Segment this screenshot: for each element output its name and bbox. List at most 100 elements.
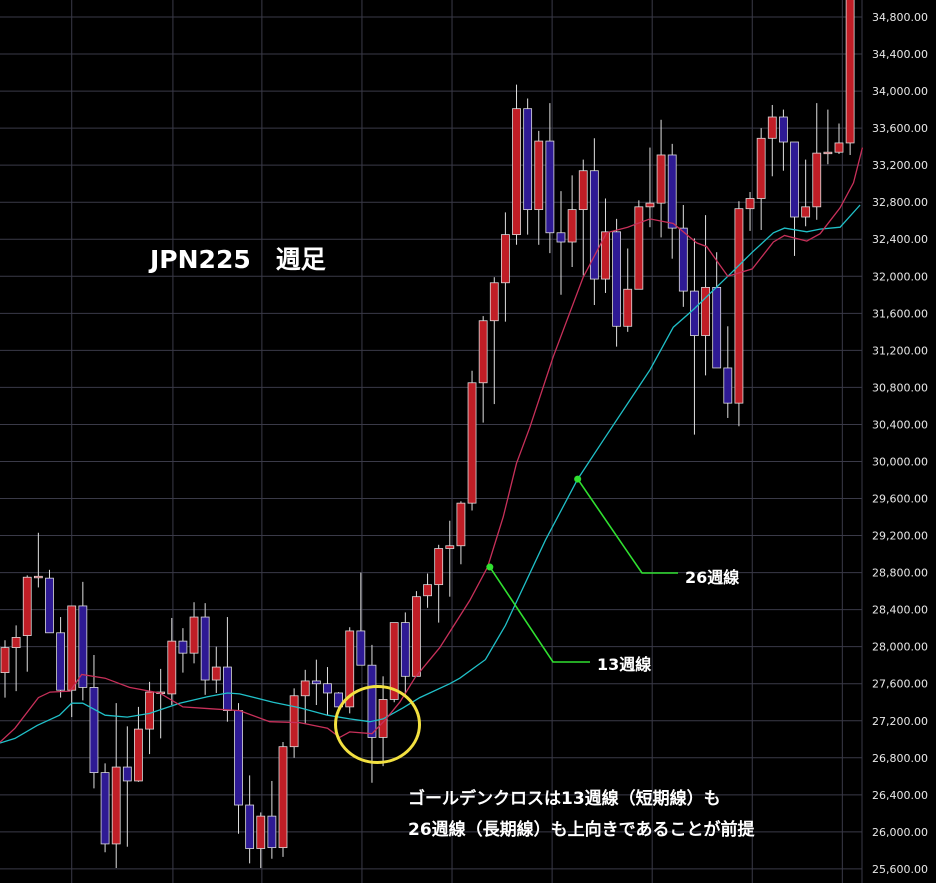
- candle: [200, 603, 210, 695]
- candle-body-up: [601, 231, 610, 280]
- candle: [356, 572, 366, 666]
- candle-body-up: [467, 382, 477, 504]
- candle-body-down: [100, 772, 110, 845]
- moving-averages: [0, 147, 864, 744]
- ma13-line: [0, 147, 864, 743]
- chart-title: JPN225 週足: [150, 245, 326, 274]
- candle: [412, 591, 421, 677]
- candle: [311, 659, 321, 706]
- candle: [790, 141, 799, 256]
- candle: [589, 138, 599, 305]
- candle: [300, 669, 310, 724]
- candle-body-up: [734, 208, 744, 404]
- candle: [623, 248, 633, 332]
- y-tick-label: 34,000.00: [872, 85, 928, 98]
- candle: [812, 103, 822, 220]
- candle: [345, 627, 355, 714]
- candle-body-down: [779, 116, 788, 143]
- candle: [723, 326, 733, 418]
- candle: [156, 668, 166, 739]
- candle: [423, 573, 432, 608]
- candle: [734, 201, 744, 427]
- ma13-marker-dot: [486, 563, 494, 571]
- candle-body-down: [667, 154, 677, 229]
- candle-body-up: [67, 605, 77, 691]
- candle-body-down: [323, 683, 332, 694]
- y-tick-label: 29,200.00: [872, 530, 928, 543]
- candle: [545, 103, 555, 254]
- y-tick-label: 26,400.00: [872, 789, 928, 802]
- candle-body-down: [400, 622, 410, 677]
- candle: [33, 532, 43, 588]
- y-tick-label: 26,800.00: [872, 752, 928, 765]
- candle: [0, 640, 10, 698]
- y-tick-label: 27,200.00: [872, 715, 928, 728]
- candle-body-up: [211, 666, 221, 681]
- candle: [145, 681, 154, 755]
- candle-body-down: [234, 710, 243, 806]
- candle: [701, 215, 710, 376]
- candle: [656, 119, 666, 238]
- candle: [478, 316, 488, 423]
- candle-body-up: [456, 502, 466, 547]
- ma26-line: [0, 204, 861, 744]
- candle: [111, 703, 121, 868]
- candle-body-up: [512, 108, 521, 236]
- candle: [400, 612, 410, 696]
- candle-body-up: [389, 622, 399, 700]
- candle-body-up: [278, 746, 288, 849]
- candle-body-up: [701, 286, 710, 336]
- y-tick-label: 30,800.00: [872, 381, 928, 394]
- candle-body-down: [612, 231, 621, 327]
- ma13-pointer-line: [489, 566, 590, 663]
- y-tick-label: 32,000.00: [872, 270, 928, 283]
- candle-body-up: [189, 616, 199, 654]
- candle-body-up: [745, 198, 755, 210]
- note-line-1: ゴールデンクロスは13週線（短期線）も: [408, 789, 721, 809]
- candle-body-up: [0, 647, 10, 674]
- candle: [823, 109, 833, 165]
- candle-body-up: [11, 637, 21, 649]
- y-tick-label: 28,800.00: [872, 567, 928, 580]
- candle: [434, 544, 444, 623]
- candle-body-down: [356, 630, 366, 666]
- candle: [601, 198, 610, 293]
- candle: [22, 575, 32, 672]
- candle: [801, 159, 811, 227]
- candle: [78, 581, 88, 701]
- candle: [578, 159, 588, 276]
- candle: [845, 0, 855, 155]
- candle-body-up: [134, 728, 143, 782]
- annotations-overlay: [334, 475, 678, 764]
- candle-body-up: [345, 630, 355, 708]
- candle: [756, 128, 766, 230]
- candle: [767, 104, 777, 177]
- candle: [189, 602, 199, 664]
- price-axis: 25,600.00 26,000.00 26,400.00 26,800.00 27,2…: [872, 11, 928, 876]
- candle: [100, 763, 110, 853]
- candle: [56, 617, 65, 698]
- candle: [523, 98, 533, 235]
- y-tick-label: 33,600.00: [872, 122, 928, 135]
- candle-body-up: [645, 202, 655, 208]
- candle: [834, 123, 844, 155]
- candle-body-down: [790, 141, 799, 218]
- y-tick-label: 30,400.00: [872, 418, 928, 431]
- candle: [245, 775, 255, 864]
- candle-body-down: [78, 605, 88, 688]
- candle-body-down: [723, 367, 733, 404]
- candle-body-down: [267, 815, 277, 849]
- candle: [167, 617, 177, 706]
- candle-body-up: [823, 151, 833, 155]
- candle: [612, 218, 621, 347]
- candle: [256, 812, 266, 868]
- candle-body-down: [200, 616, 210, 681]
- candle: [645, 147, 655, 228]
- candle: [45, 569, 54, 634]
- candle-body-down: [178, 640, 188, 654]
- candle-body-up: [167, 640, 177, 695]
- candle: [122, 726, 132, 847]
- candle: [567, 175, 577, 268]
- candle-body-up: [534, 140, 544, 211]
